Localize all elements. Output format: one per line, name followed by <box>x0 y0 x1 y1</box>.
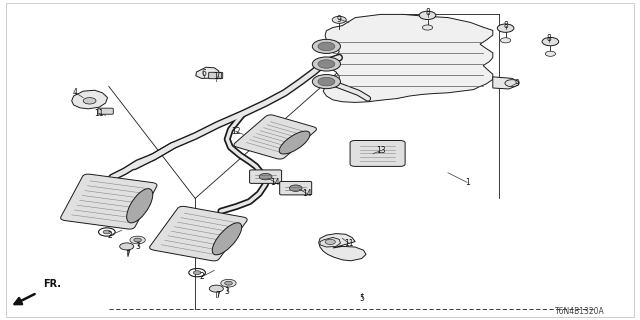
Circle shape <box>332 16 346 23</box>
Polygon shape <box>493 77 518 89</box>
FancyBboxPatch shape <box>98 108 113 114</box>
Circle shape <box>209 285 223 292</box>
FancyBboxPatch shape <box>350 140 405 166</box>
Text: 2: 2 <box>108 231 113 240</box>
Circle shape <box>500 38 511 43</box>
FancyBboxPatch shape <box>209 72 223 79</box>
Text: 10: 10 <box>212 72 223 81</box>
Circle shape <box>497 24 514 32</box>
Polygon shape <box>319 234 366 261</box>
Polygon shape <box>323 14 493 102</box>
Text: 5: 5 <box>359 294 364 303</box>
Polygon shape <box>72 90 108 109</box>
Ellipse shape <box>212 223 242 255</box>
Circle shape <box>225 281 232 285</box>
Circle shape <box>134 238 141 242</box>
Text: 8: 8 <box>547 34 552 43</box>
Circle shape <box>419 11 436 20</box>
Circle shape <box>422 25 433 30</box>
Circle shape <box>103 230 111 234</box>
FancyBboxPatch shape <box>250 170 282 183</box>
Text: 7: 7 <box>125 250 131 259</box>
Text: 2: 2 <box>199 272 204 281</box>
Polygon shape <box>320 237 340 247</box>
Circle shape <box>120 243 134 250</box>
Circle shape <box>318 42 335 51</box>
Text: 9: 9 <box>515 79 520 88</box>
Ellipse shape <box>127 188 153 223</box>
Circle shape <box>505 80 519 87</box>
FancyBboxPatch shape <box>150 206 247 261</box>
Text: 11: 11 <box>344 239 353 248</box>
Text: 1: 1 <box>465 178 470 187</box>
Text: T6N4B1320A: T6N4B1320A <box>555 307 605 316</box>
Ellipse shape <box>279 131 310 154</box>
Text: 14: 14 <box>270 178 280 187</box>
FancyBboxPatch shape <box>234 115 317 159</box>
FancyBboxPatch shape <box>280 181 312 195</box>
Circle shape <box>193 271 201 275</box>
Circle shape <box>318 77 335 86</box>
Circle shape <box>289 185 302 191</box>
FancyBboxPatch shape <box>61 174 157 229</box>
Text: 7: 7 <box>215 292 220 300</box>
Circle shape <box>221 279 236 287</box>
Text: 13: 13 <box>376 146 387 155</box>
Text: 12: 12 <box>231 127 240 136</box>
Text: 11: 11 <box>95 109 104 118</box>
Circle shape <box>130 236 145 244</box>
Circle shape <box>312 39 340 53</box>
Text: 14: 14 <box>302 189 312 198</box>
Circle shape <box>545 51 556 56</box>
Text: 4: 4 <box>73 88 78 97</box>
Polygon shape <box>196 67 219 78</box>
Circle shape <box>542 37 559 46</box>
Circle shape <box>312 75 340 89</box>
Text: 6: 6 <box>201 69 206 78</box>
Text: 9: 9 <box>337 15 342 24</box>
Circle shape <box>259 173 272 180</box>
Text: 3: 3 <box>135 242 140 251</box>
Circle shape <box>312 57 340 71</box>
Text: 3: 3 <box>225 287 230 296</box>
Text: 8: 8 <box>503 21 508 30</box>
Text: FR.: FR. <box>43 279 61 289</box>
Circle shape <box>325 239 335 244</box>
Circle shape <box>318 60 335 68</box>
Text: 8: 8 <box>425 8 430 17</box>
Circle shape <box>83 98 96 104</box>
